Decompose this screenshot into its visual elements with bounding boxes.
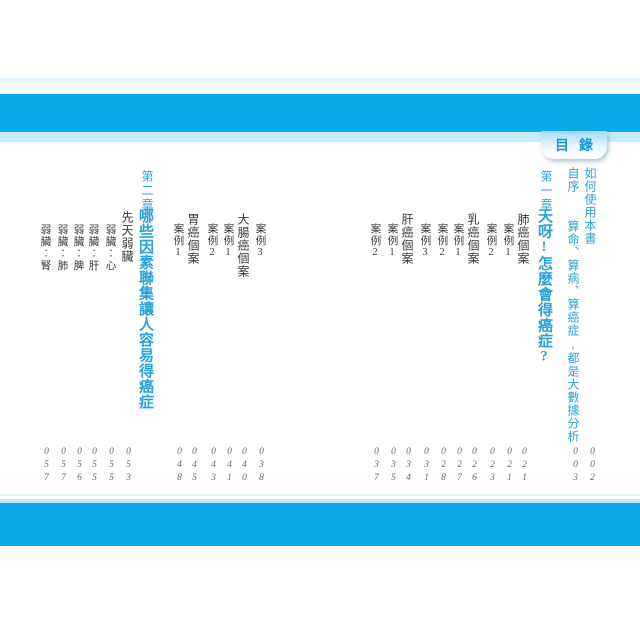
toc-entry: 肺癌個案 (516, 213, 530, 265)
chapter1-title: 天呀!怎麼會得癌症? (536, 208, 552, 365)
page-number: 031 (421, 447, 432, 486)
page-number: 055 (89, 447, 100, 486)
toc-entry: 案例2 (436, 223, 448, 260)
page-number: 028 (438, 447, 449, 486)
page-number: 057 (41, 447, 52, 486)
page-number: 056 (74, 447, 85, 486)
page-number: 037 (371, 447, 382, 486)
page-number: 027 (454, 447, 465, 486)
toc-entry: 案例1 (172, 223, 184, 260)
chapter1-number: 第一章 (539, 170, 553, 212)
toc-entry-preface-subtitle: 算命、算病、算癌症,都是大數據分析 (566, 220, 580, 443)
page-number: 048 (174, 447, 185, 486)
page-number: 038 (256, 447, 267, 486)
toc-entry: 案例1 (502, 223, 514, 260)
toc-entry: 弱臟︰肺 (56, 224, 68, 272)
page-number: 040 (239, 447, 250, 486)
toc-entry: 弱臟︰脾 (72, 224, 84, 272)
toc-entry: 大腸癌個案 (236, 213, 250, 278)
toc-entry: 先天弱臟 (120, 211, 134, 263)
toc-tab: 目錄 (541, 131, 607, 159)
toc-entry: 乳癌個案 (466, 213, 480, 265)
toc-entry: 弱臟︰腎 (39, 224, 51, 272)
bottom-blue-band (0, 503, 640, 546)
page-number: 023 (487, 447, 498, 486)
page-number: 041 (224, 447, 235, 486)
top-blue-band (0, 94, 640, 132)
page-number: 035 (388, 447, 399, 486)
toc-entry-preface: 自序 (566, 167, 580, 193)
page-number: 053 (123, 447, 134, 486)
chapter2-title: 哪些因素聯集讓人容易得癌症 (137, 208, 153, 410)
chapter2-number: 第二章 (140, 170, 154, 212)
page-number: 026 (469, 447, 480, 486)
top-pale-strip (0, 132, 640, 142)
page-number: 003 (570, 447, 581, 486)
page-number: 045 (189, 447, 200, 486)
page-number: 034 (403, 447, 414, 486)
toc-entry: 案例3 (419, 223, 431, 260)
top-thin-rule (0, 78, 640, 81)
bottom-thin-rule (0, 494, 640, 496)
toc-entry: 案例1 (386, 223, 398, 260)
toc-entry: 案例2 (206, 223, 218, 260)
toc-entry: 肝癌個案 (400, 213, 414, 265)
toc-entry: 弱臟︰心 (104, 224, 116, 272)
page-number: 057 (58, 447, 69, 486)
page-number: 021 (504, 447, 515, 486)
toc-entry: 案例2 (369, 223, 381, 260)
page-number: 055 (106, 447, 117, 486)
toc-entry: 案例1 (222, 223, 234, 260)
toc-entry: 案例3 (254, 223, 266, 260)
page-number: 043 (208, 447, 219, 486)
page-number: 021 (519, 447, 530, 486)
toc-entry: 胃癌個案 (186, 213, 200, 265)
bottom-pale-strip (0, 499, 640, 503)
toc-entry: 弱臟︰肝 (87, 224, 99, 272)
toc-tab-label: 目錄 (555, 139, 603, 154)
toc-entry: 案例1 (452, 223, 464, 260)
toc-entry-how-to-use: 如何使用本書 (583, 167, 597, 245)
page-number: 002 (587, 447, 598, 486)
toc-entry: 案例2 (485, 223, 497, 260)
